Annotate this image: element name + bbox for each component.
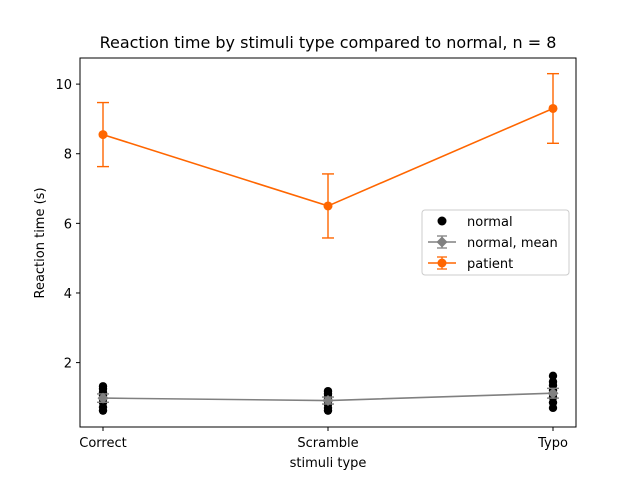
legend-label: normal, mean xyxy=(467,236,558,251)
x-tick-label: Correct xyxy=(79,436,126,451)
data-point xyxy=(98,130,108,140)
legend-marker xyxy=(437,216,447,226)
mean-point xyxy=(547,387,559,399)
chart-title: Reaction time by stimuli type compared t… xyxy=(100,33,557,52)
y-tick-label: 8 xyxy=(64,148,72,163)
data-point xyxy=(323,201,333,211)
scatter-point xyxy=(98,382,108,391)
scatter-point xyxy=(548,371,558,381)
scatter-point xyxy=(323,386,333,396)
legend-marker xyxy=(437,258,447,268)
y-tick-label: 6 xyxy=(64,217,72,232)
y-axis-label: Reaction time (s) xyxy=(33,187,48,298)
mean-point xyxy=(322,395,334,407)
legend-label: patient xyxy=(467,257,513,272)
x-tick-label: Scramble xyxy=(297,436,358,451)
plot-area: 2 4 6 8 10 Correct Scramble Typo xyxy=(55,57,577,451)
legend-label: normal xyxy=(467,215,513,230)
mean-point xyxy=(97,392,109,404)
x-axis-label: stimuli type xyxy=(290,456,367,471)
legend-marker xyxy=(436,236,448,248)
data-point xyxy=(548,103,558,113)
y-tick-label: 4 xyxy=(64,287,72,302)
y-tick-label: 10 xyxy=(55,78,72,93)
legend: normal normal, mean patient xyxy=(421,209,570,276)
scatter-point xyxy=(548,377,558,386)
legend-box xyxy=(421,209,570,276)
y-tick-label: 2 xyxy=(64,357,72,372)
x-tick-label: Typo xyxy=(537,436,568,451)
